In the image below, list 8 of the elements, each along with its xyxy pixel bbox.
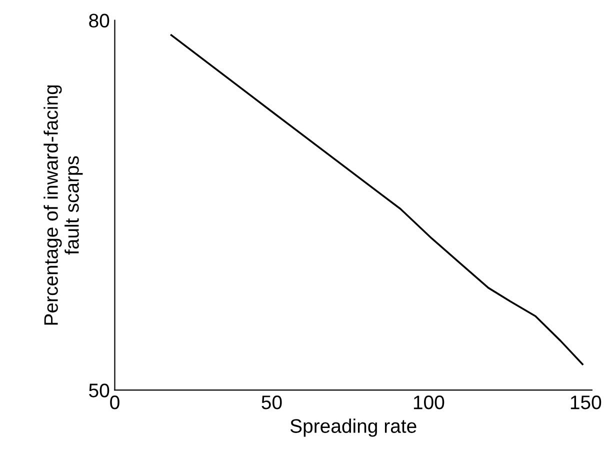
y-tick-label: 80 <box>89 14 110 28</box>
x-tick-label: 150 <box>570 395 602 410</box>
line-series <box>170 34 584 366</box>
x-axis-title: Spreading rate <box>290 418 416 437</box>
y-axis-title: Percentage of inward-facing fault scarps <box>44 85 83 325</box>
x-tick-label: 50 <box>262 395 282 410</box>
x-tick-label: 100 <box>414 395 444 410</box>
x-tick-label: 0 <box>110 395 120 410</box>
